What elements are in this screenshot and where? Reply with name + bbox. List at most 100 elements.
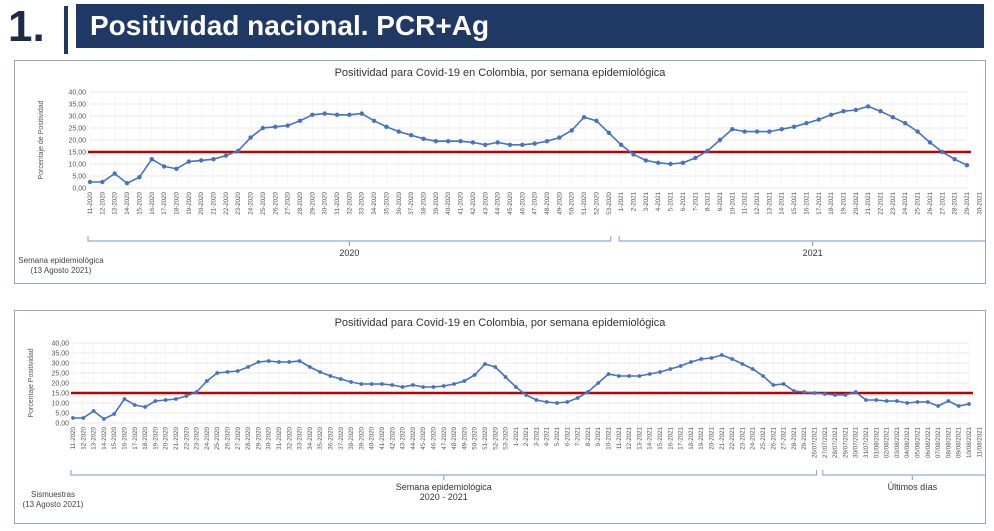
x-tick-label: 40-2020 xyxy=(369,426,376,449)
data-point xyxy=(804,121,809,126)
x-tick-label: 7-2021 xyxy=(575,426,582,446)
x-tick-label: 22-2021 xyxy=(729,426,736,449)
x-tick-label: 24-2021 xyxy=(750,426,757,449)
x-tick-label: 49-2020 xyxy=(556,191,563,214)
data-point xyxy=(616,374,621,378)
data-point xyxy=(71,416,75,420)
x-tick-label: 9-2021 xyxy=(717,191,724,211)
x-tick-label: 23-2021 xyxy=(890,191,897,214)
x-tick-label: 37-2020 xyxy=(408,191,415,214)
x-tick-label: 45-2020 xyxy=(420,426,427,449)
data-point xyxy=(792,389,796,393)
data-point xyxy=(408,133,414,138)
x-tick-label: 50-2020 xyxy=(472,426,479,449)
data-point xyxy=(194,390,199,394)
data-point xyxy=(915,400,920,404)
y-tick-label: 0,00 xyxy=(72,186,86,193)
data-point xyxy=(462,379,467,383)
x-tick-label: 22-2020 xyxy=(223,191,230,214)
x-tick-label: 19-2021 xyxy=(698,426,705,449)
data-point xyxy=(524,393,529,397)
data-point xyxy=(606,372,611,376)
section-divider xyxy=(64,6,68,54)
chart-top: Positividad para Covid-19 en Colombia, p… xyxy=(18,67,985,275)
x-tick-label: 11-2020 xyxy=(87,191,94,214)
x-tick-label: 30/07/2021 xyxy=(853,426,860,458)
y-tick-label: 15,00 xyxy=(51,391,69,398)
data-point xyxy=(544,400,549,404)
data-point xyxy=(483,362,487,366)
data-point xyxy=(369,382,374,386)
data-point xyxy=(433,139,439,144)
x-tick-label: 13-2020 xyxy=(112,191,119,214)
x-tick-label: 25-2021 xyxy=(760,426,767,449)
data-point xyxy=(627,374,632,378)
x-tick-label: 11-2021 xyxy=(742,191,749,214)
x-tick-label: 27-2020 xyxy=(235,426,242,449)
data-point xyxy=(307,365,312,369)
data-point xyxy=(575,396,580,400)
data-point xyxy=(235,369,240,373)
x-tick-label: 53-2020 xyxy=(606,191,613,214)
data-point xyxy=(223,153,229,158)
data-point xyxy=(895,399,899,403)
data-point xyxy=(689,360,693,364)
data-point xyxy=(956,404,961,408)
data-point xyxy=(693,155,698,161)
x-tick-label: 23-2020 xyxy=(194,426,201,449)
data-point xyxy=(297,359,302,363)
x-tick-label: 1-2021 xyxy=(513,426,520,446)
x-tick-label: 39-2020 xyxy=(358,426,365,449)
x-tick-label: 45-2020 xyxy=(507,191,514,214)
y-axis-label: Porcentaje de Positividad xyxy=(38,100,45,179)
x-tick-label: 02/08/2021 xyxy=(884,426,891,458)
x-tick-label: 8-2021 xyxy=(585,426,592,446)
y-tick-label: 15,00 xyxy=(68,150,86,157)
data-point xyxy=(273,124,278,129)
data-point xyxy=(637,374,642,378)
data-point xyxy=(452,382,456,386)
chart-note: Semana epidemiológica xyxy=(18,256,104,265)
data-point xyxy=(204,379,209,383)
data-point xyxy=(149,157,154,162)
data-point xyxy=(668,161,673,167)
x-tick-label: 2-2021 xyxy=(630,191,637,211)
data-point xyxy=(833,393,838,397)
data-point xyxy=(927,140,933,145)
data-point xyxy=(940,149,945,155)
data-point xyxy=(132,403,137,407)
chart-panel-top: Positividad para Covid-19 en Colombia, p… xyxy=(14,60,986,284)
data-point xyxy=(841,109,846,114)
x-tick-label: 31-2020 xyxy=(334,191,341,214)
x-tick-label: 10-2021 xyxy=(729,191,736,214)
x-tick-label: 50-2020 xyxy=(569,191,576,214)
data-point xyxy=(586,390,590,394)
series-line xyxy=(90,105,968,185)
data-point xyxy=(322,111,327,116)
x-tick-label: 30-2020 xyxy=(266,426,273,449)
data-point xyxy=(495,140,500,145)
data-point xyxy=(371,118,377,123)
data-point xyxy=(503,375,508,379)
y-tick-label: 35,00 xyxy=(51,351,69,358)
y-tick-label: 10,00 xyxy=(68,162,86,169)
x-tick-label: 3-2021 xyxy=(533,426,540,446)
x-tick-label: 19-2021 xyxy=(840,191,847,214)
data-point xyxy=(874,398,879,402)
x-tick-label: 2-2021 xyxy=(523,426,530,446)
data-point xyxy=(297,118,303,123)
x-tick-label: 17-2020 xyxy=(132,426,139,449)
x-tick-label: 24-2021 xyxy=(902,191,909,214)
data-point xyxy=(100,179,105,185)
data-point xyxy=(680,160,686,165)
x-tick-label: 37-2020 xyxy=(338,426,345,449)
x-tick-label: 51-2020 xyxy=(482,426,489,449)
x-tick-label: 23-2021 xyxy=(739,426,746,449)
data-point xyxy=(137,175,142,180)
data-point xyxy=(781,382,786,386)
x-tick-label: 20-2020 xyxy=(163,426,170,449)
data-point xyxy=(853,390,858,394)
data-point xyxy=(359,111,364,116)
data-point xyxy=(740,362,745,366)
data-point xyxy=(555,401,559,405)
